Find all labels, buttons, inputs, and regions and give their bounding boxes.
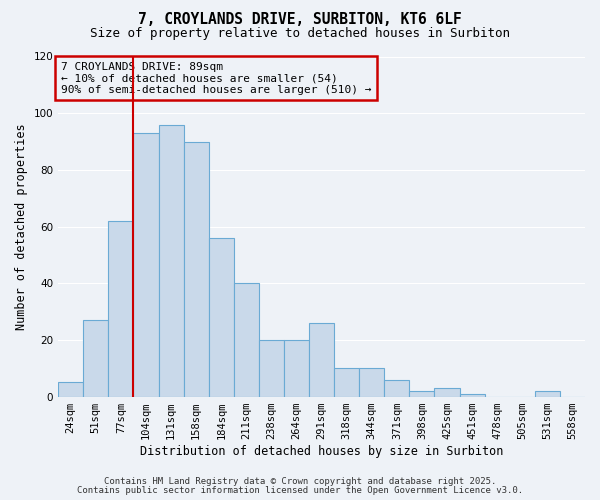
Bar — [58, 382, 83, 396]
Text: 7, CROYLANDS DRIVE, SURBITON, KT6 6LF: 7, CROYLANDS DRIVE, SURBITON, KT6 6LF — [138, 12, 462, 28]
Text: Contains HM Land Registry data © Crown copyright and database right 2025.: Contains HM Land Registry data © Crown c… — [104, 477, 496, 486]
Bar — [535, 391, 560, 396]
Bar — [359, 368, 385, 396]
Bar — [109, 221, 133, 396]
Bar — [460, 394, 485, 396]
Bar — [409, 391, 434, 396]
Bar — [385, 380, 409, 396]
X-axis label: Distribution of detached houses by size in Surbiton: Distribution of detached houses by size … — [140, 444, 503, 458]
Bar — [309, 323, 334, 396]
Bar — [434, 388, 460, 396]
Bar — [234, 283, 259, 397]
Bar — [284, 340, 309, 396]
Y-axis label: Number of detached properties: Number of detached properties — [15, 123, 28, 330]
Text: 7 CROYLANDS DRIVE: 89sqm
← 10% of detached houses are smaller (54)
90% of semi-d: 7 CROYLANDS DRIVE: 89sqm ← 10% of detach… — [61, 62, 371, 95]
Bar — [334, 368, 359, 396]
Bar — [133, 133, 158, 396]
Bar — [209, 238, 234, 396]
Text: Size of property relative to detached houses in Surbiton: Size of property relative to detached ho… — [90, 28, 510, 40]
Bar — [83, 320, 109, 396]
Bar — [259, 340, 284, 396]
Text: Contains public sector information licensed under the Open Government Licence v3: Contains public sector information licen… — [77, 486, 523, 495]
Bar — [158, 124, 184, 396]
Bar — [184, 142, 209, 396]
